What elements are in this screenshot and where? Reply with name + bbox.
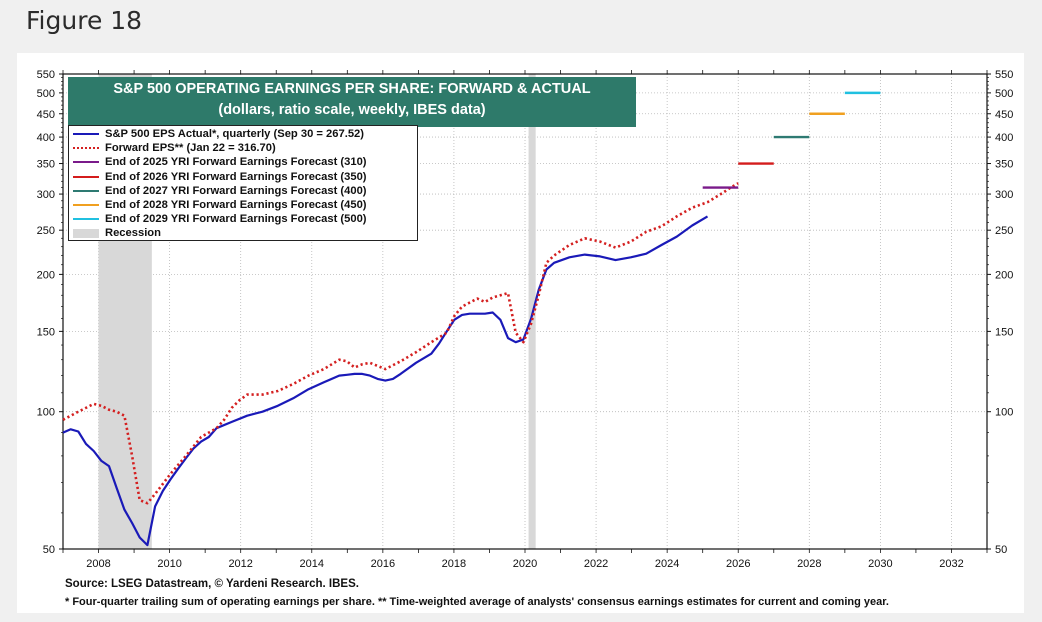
axes: 50 50 100 100 150 150 200 200 250 250 300 300 350 350… — [37, 69, 1014, 570]
x-tick-label: 2030 — [868, 558, 892, 570]
legend-label: End of 2029 YRI Forward Earnings Forecas… — [105, 213, 367, 226]
legend-swatch — [73, 218, 99, 221]
y-tick-label-right: 450 — [995, 109, 1013, 121]
y-tick-label-left: 400 — [37, 132, 55, 144]
y-tick-label-left: 100 — [37, 407, 55, 419]
legend-label: End of 2025 YRI Forward Earnings Forecas… — [105, 156, 367, 169]
y-tick-label-right: 350 — [995, 159, 1013, 171]
legend-item: S&P 500 EPS Actual*, quarterly (Sep 30 =… — [73, 127, 417, 141]
series-lines — [62, 182, 739, 547]
x-tick-label: 2008 — [86, 558, 110, 570]
y-tick-label-right: 550 — [995, 69, 1013, 81]
y-tick-label-left: 300 — [37, 189, 55, 201]
legend-label: S&P 500 EPS Actual*, quarterly (Sep 30 =… — [105, 128, 364, 141]
x-tick-label: 2022 — [584, 558, 608, 570]
y-tick-label-left: 450 — [37, 109, 55, 121]
legend-label: End of 2026 YRI Forward Earnings Forecas… — [105, 170, 367, 183]
y-tick-label-right: 50 — [995, 544, 1007, 556]
legend-swatch — [73, 147, 99, 150]
forecast-lines — [702, 91, 881, 189]
source-note: Source: LSEG Datastream, © Yardeni Resea… — [65, 578, 359, 590]
legend-label: Forward EPS** (Jan 22 = 316.70) — [105, 142, 276, 155]
plot-frame — [62, 73, 988, 550]
x-tick-label: 2024 — [655, 558, 679, 570]
x-tick-label: 2010 — [157, 558, 181, 570]
y-tick-label-right: 400 — [995, 132, 1013, 144]
y-tick-label-left: 50 — [43, 544, 55, 556]
legend-swatch — [73, 161, 99, 164]
chart-title: S&P 500 OPERATING EARNINGS PER SHARE: FO… — [113, 81, 591, 97]
legend-label: End of 2028 YRI Forward Earnings Forecas… — [105, 199, 367, 212]
forward-eps-line — [62, 182, 739, 505]
y-tick-label-left: 550 — [37, 69, 55, 81]
y-tick-label-right: 150 — [995, 326, 1013, 338]
y-tick-label-right: 100 — [995, 407, 1013, 419]
x-tick-label: 2018 — [442, 558, 466, 570]
x-tick-label: 2028 — [797, 558, 821, 570]
legend: S&P 500 EPS Actual*, quarterly (Sep 30 =… — [68, 125, 418, 241]
x-tick-label: 2032 — [939, 558, 963, 570]
legend-item: End of 2029 YRI Forward Earnings Forecas… — [73, 212, 417, 226]
legend-item: End of 2027 YRI Forward Earnings Forecas… — [73, 184, 417, 198]
x-tick-label: 2020 — [513, 558, 537, 570]
x-tick-label: 2026 — [726, 558, 750, 570]
x-tick-label: 2012 — [228, 558, 252, 570]
legend-label: Recession — [105, 227, 161, 240]
chart-title-box: S&P 500 OPERATING EARNINGS PER SHARE: FO… — [68, 77, 636, 127]
legend-swatch — [73, 175, 99, 178]
y-tick-label-left: 500 — [37, 88, 55, 100]
y-tick-label-right: 500 — [995, 88, 1013, 100]
y-tick-label-left: 150 — [37, 326, 55, 338]
legend-swatch — [73, 228, 99, 238]
legend-label: End of 2027 YRI Forward Earnings Forecas… — [105, 184, 367, 197]
legend-item: Forward EPS** (Jan 22 = 316.70) — [73, 141, 417, 155]
legend-item: End of 2025 YRI Forward Earnings Forecas… — [73, 155, 417, 169]
y-tick-label-right: 300 — [995, 189, 1013, 201]
x-tick-label: 2014 — [300, 558, 324, 570]
chart-subtitle: (dollars, ratio scale, weekly, IBES data… — [218, 102, 486, 118]
y-tick-label-left: 350 — [37, 159, 55, 171]
legend-item: End of 2028 YRI Forward Earnings Forecas… — [73, 198, 417, 212]
figure-title: Figure 18 — [26, 6, 143, 35]
y-tick-label-left: 250 — [37, 225, 55, 237]
y-tick-label-right: 250 — [995, 225, 1013, 237]
legend-item: Recession — [73, 226, 417, 240]
y-tick-label-right: 200 — [995, 269, 1013, 281]
actual-eps-line — [62, 215, 709, 547]
legend-item: End of 2026 YRI Forward Earnings Forecas… — [73, 170, 417, 184]
legend-swatch — [73, 133, 99, 136]
legend-swatch — [73, 204, 99, 207]
legend-swatch — [73, 189, 99, 192]
footnote: * Four-quarter trailing sum of operating… — [65, 596, 889, 608]
y-tick-label-left: 200 — [37, 269, 55, 281]
x-tick-label: 2016 — [371, 558, 395, 570]
